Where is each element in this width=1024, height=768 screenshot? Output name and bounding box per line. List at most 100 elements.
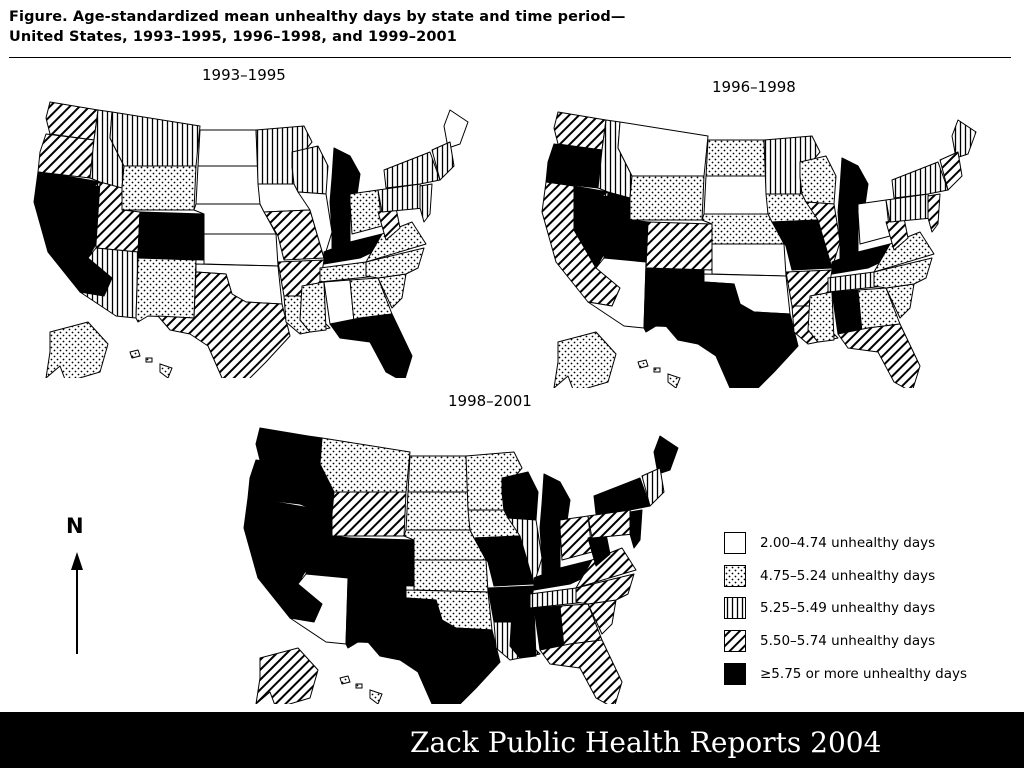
state-mt <box>319 437 411 493</box>
state-tx <box>157 271 291 378</box>
state-mid-atl <box>629 509 643 549</box>
state-ak <box>45 321 109 378</box>
state-mid-atl <box>419 183 433 223</box>
state-in <box>837 211 859 259</box>
swatch-fill <box>725 664 745 684</box>
state-in <box>539 527 561 575</box>
state-ne-region <box>641 467 665 507</box>
swatch-fill <box>725 598 745 618</box>
legend-swatch-solid <box>724 663 746 685</box>
state-tx <box>665 281 799 388</box>
state-mt <box>617 121 709 177</box>
north-arrow: N <box>60 514 96 659</box>
state-sd <box>195 165 261 205</box>
state-ne-region <box>939 151 963 191</box>
state-wy <box>121 165 197 211</box>
north-label: N <box>66 514 84 538</box>
state-il <box>297 191 333 259</box>
panel-label: 1993–1995 <box>202 66 286 84</box>
state-ny <box>891 161 949 199</box>
state-co <box>645 221 713 271</box>
state-wy <box>629 175 705 221</box>
state-mo <box>771 219 833 271</box>
state-hi-island-3 <box>369 689 383 704</box>
state-co <box>347 537 415 587</box>
state-hi <box>637 359 649 369</box>
state-il <box>507 517 543 585</box>
us-map <box>243 427 679 704</box>
legend-swatch-white <box>724 532 746 554</box>
state-ms <box>509 607 537 659</box>
state-fl <box>539 639 623 704</box>
legend-swatch-dots <box>724 565 746 587</box>
state-hi-island-3 <box>667 373 681 388</box>
state-il <box>805 201 841 269</box>
legend-label: 2.00–4.74 unhealthy days <box>760 535 936 551</box>
north-arrow-icon <box>71 552 83 654</box>
state-ks <box>413 559 489 593</box>
state-nv <box>65 175 101 259</box>
state-oh <box>349 189 383 235</box>
state-wa <box>255 427 309 467</box>
state-ks <box>203 233 279 267</box>
swatch-fill <box>725 566 745 586</box>
state-hi <box>339 675 351 685</box>
state-al <box>533 605 565 651</box>
state-me <box>951 119 977 159</box>
state-hi-island-2 <box>355 683 363 689</box>
legend-label: 5.50–5.74 unhealthy days <box>760 633 936 649</box>
state-mo <box>263 209 325 261</box>
legend-swatch-vertical-lines <box>724 597 746 619</box>
state-or <box>247 459 305 505</box>
figure-title-line-2: United States, 1993–1995, 1996–1998, and… <box>9 29 457 45</box>
state-al <box>831 289 863 335</box>
state-mo <box>473 535 535 587</box>
swatch-fill <box>725 631 745 651</box>
state-wy <box>331 491 407 537</box>
state-nv <box>275 501 311 585</box>
swatch-fill <box>725 533 745 553</box>
state-nc <box>575 573 635 605</box>
legend-label: 5.25–5.49 unhealthy days <box>760 600 936 616</box>
state-hi-island-2 <box>653 367 661 373</box>
legend-label: 4.75–5.24 unhealthy days <box>760 568 936 584</box>
state-ms <box>299 281 327 333</box>
map-panel-1998-2001: 1998–2001 <box>230 392 700 704</box>
us-map <box>541 111 977 388</box>
state-wi <box>501 471 539 521</box>
state-or <box>37 133 95 179</box>
figure-title: Figure. Age-standardized mean unhealthy … <box>9 7 626 47</box>
title-rule <box>9 57 1011 58</box>
state-pa <box>377 183 425 213</box>
state-nv <box>573 185 609 269</box>
state-mt <box>109 111 201 167</box>
legend-label: ≥5.75 or more unhealthy days <box>760 666 968 682</box>
state-ne-region <box>431 141 455 181</box>
state-tx <box>367 597 501 704</box>
state-or <box>545 143 603 189</box>
state-ak <box>553 331 617 388</box>
state-ks <box>711 243 787 277</box>
state-wa <box>553 111 607 151</box>
state-wa <box>45 101 99 141</box>
state-al <box>323 279 355 325</box>
state-nm <box>643 267 705 333</box>
state-pa <box>587 509 635 539</box>
map-panel-1993-1995: 1993–1995 <box>20 66 490 378</box>
state-nd <box>197 129 259 167</box>
state-va <box>575 547 637 589</box>
state-oh <box>857 199 891 245</box>
state-co <box>137 211 205 261</box>
state-nc <box>873 257 933 289</box>
state-fl <box>329 313 413 378</box>
legend-swatch-diagonal-hatch <box>724 630 746 652</box>
figure-title-line-1: Figure. Age-standardized mean unhealthy … <box>9 9 626 25</box>
state-va <box>873 231 935 273</box>
state-hi <box>129 349 141 359</box>
state-nm <box>135 257 197 323</box>
state-in <box>329 201 351 249</box>
footer-bar: Zack Public Health Reports 2004 <box>0 712 1024 768</box>
footer-caption: Zack Public Health Reports 2004 <box>410 726 882 759</box>
state-nd <box>705 139 767 177</box>
state-nm <box>345 583 407 649</box>
